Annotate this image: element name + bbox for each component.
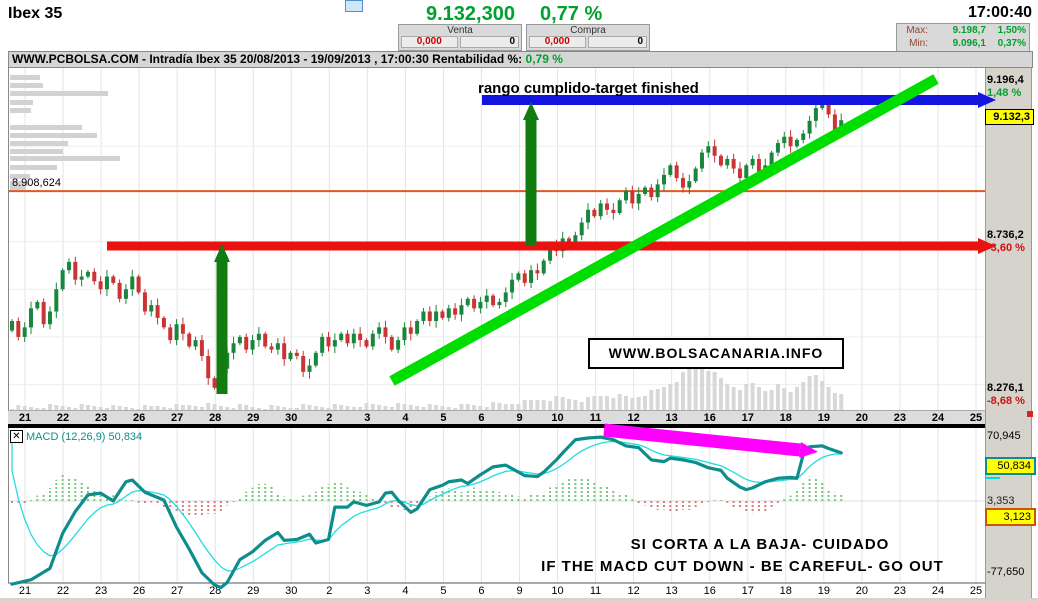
date-label: 4 [390, 412, 420, 424]
macd-checkbox[interactable]: ✕ [10, 430, 23, 443]
date-label: 18 [771, 412, 801, 424]
axis-scroll-marker[interactable] [1027, 411, 1033, 417]
compra-quote-box[interactable]: Compra 0,000 0 [526, 24, 650, 51]
max-min-box: Max: 9.198,7 1,50% Min: 9.096,1 0,37% [896, 23, 1030, 52]
symbol-title: Ibex 35 [8, 5, 62, 23]
max-pct: 1,50% [986, 24, 1026, 37]
lower-pct: -8,68 % [987, 395, 1025, 407]
macd-scale-hidden-tick: 3,353 [987, 495, 1015, 507]
last-price: 9.132,300 [426, 3, 515, 26]
mini-input-box[interactable] [345, 0, 363, 12]
venta-qty: 0 [460, 36, 520, 48]
signal-tick-mark [986, 477, 1000, 479]
max-value: 9.198,7 [928, 24, 986, 37]
date-label: 30 [276, 412, 306, 424]
signal-value-tag: 3,123 [985, 508, 1036, 526]
date-label: 22 [48, 412, 78, 424]
watermark-box: WWW.BOLSACANARIA.INFO [588, 338, 844, 369]
target-finished-annotation: rango cumplido-target finished [478, 80, 699, 97]
date-axis-main: 2122232627282930234569101112131617181920… [8, 410, 985, 425]
compra-qty: 0 [588, 36, 648, 48]
clock: 17:00:40 [968, 4, 1032, 22]
current-price-tag: 9.132,3 [985, 109, 1034, 125]
date-label: 10 [543, 412, 573, 424]
pivot-price-label: 8.908,624 [12, 177, 61, 189]
macd-header: ✕ MACD (12,26,9) 50,834 [10, 430, 142, 443]
date-label: 23 [86, 412, 116, 424]
date-label: 11 [581, 412, 611, 424]
max-label: Max: [900, 24, 928, 37]
upper-target-price: 9.196,4 [987, 74, 1024, 86]
macd-warning-es: SI CORTA A LA BAJA- CUIDADO [540, 536, 980, 553]
macd-value-tag: 50,834 [985, 457, 1036, 475]
date-label: 2 [314, 412, 344, 424]
date-label: 20 [847, 412, 877, 424]
macd-scale-top: 70,945 [987, 430, 1021, 442]
macd-scale-bottom: -77,650 [987, 566, 1024, 578]
venta-price: 0,000 [401, 36, 458, 48]
resistance-price: 8.736,2 [987, 229, 1024, 241]
rentabilidad-value: 0,79 % [526, 52, 563, 66]
min-value: 9.096,1 [928, 37, 986, 50]
date-label: 16 [695, 412, 725, 424]
date-label: 3 [352, 412, 382, 424]
chart-title-bar: WWW.PCBOLSA.COM - Intradía Ibex 35 20/08… [8, 51, 1033, 68]
compra-label: Compra [527, 25, 649, 36]
upper-target-pct: 1,48 % [987, 87, 1021, 99]
date-label: 17 [733, 412, 763, 424]
lower-price: 8.276,1 [987, 382, 1024, 394]
venta-label: Venta [399, 25, 521, 36]
min-label: Min: [900, 37, 928, 50]
macd-indicator-label: MACD (12,26,9) 50,834 [26, 431, 142, 443]
compra-price: 0,000 [529, 36, 586, 48]
date-label: 23 [885, 412, 915, 424]
date-label: 28 [200, 412, 230, 424]
date-label: 27 [162, 412, 192, 424]
macd-warning-en: IF THE MACD CUT DOWN - BE CAREFUL- GO OU… [505, 558, 980, 575]
date-label: 24 [923, 412, 953, 424]
venta-quote-box[interactable]: Venta 0,000 0 [398, 24, 522, 51]
date-label: 5 [428, 412, 458, 424]
min-pct: 0,37% [986, 37, 1026, 50]
date-label: 19 [809, 412, 839, 424]
date-label: 26 [124, 412, 154, 424]
date-label: 13 [657, 412, 687, 424]
change-percent: 0,77 % [540, 3, 602, 26]
date-label: 21 [10, 412, 40, 424]
date-label: 9 [505, 412, 535, 424]
date-label: 29 [238, 412, 268, 424]
date-label: 12 [619, 412, 649, 424]
resistance-pct: -3,60 % [987, 242, 1025, 254]
date-label: 6 [466, 412, 496, 424]
chart-title-text: WWW.PCBOLSA.COM - Intradía Ibex 35 20/08… [12, 52, 522, 66]
trading-app-window: Ibex 35 9.132,300 0,77 % 17:00:40 Venta … [0, 0, 1038, 601]
